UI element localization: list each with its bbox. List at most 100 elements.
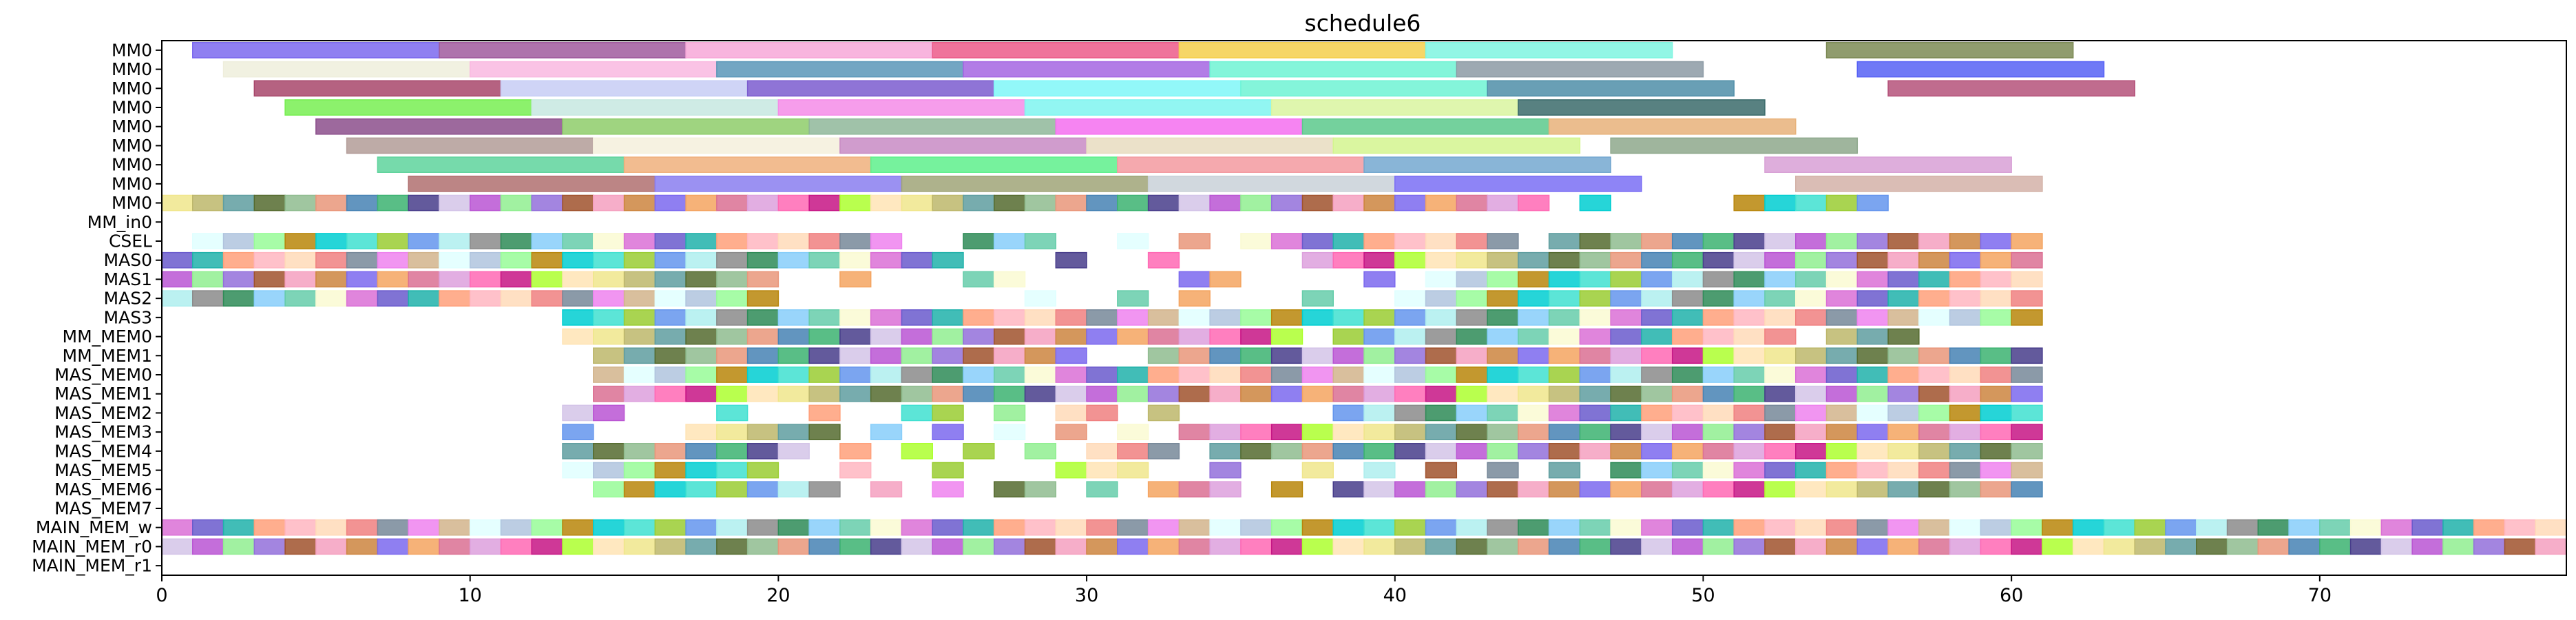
task-cell-row11-t32 bbox=[1147, 251, 1180, 269]
task-cell-row21-t40 bbox=[1394, 443, 1427, 459]
task-cell-row21-t32 bbox=[1147, 443, 1180, 459]
task-cell-row12-t50 bbox=[1702, 271, 1735, 288]
task-cell-row18-t29 bbox=[1055, 385, 1087, 402]
task-cell-row25-t14 bbox=[593, 519, 625, 536]
task-cell-row17-t57 bbox=[1918, 366, 1951, 383]
task-cell-row11-t16 bbox=[654, 251, 687, 269]
task-cell-row11-t39 bbox=[1363, 251, 1396, 269]
task-cell-row17-t48 bbox=[1641, 366, 1673, 383]
task-cell-row18-t25 bbox=[932, 385, 964, 402]
task-cell-row14-t40 bbox=[1394, 309, 1427, 326]
task-cell-row14-t35 bbox=[1240, 309, 1273, 326]
task-cell-row10-t2 bbox=[222, 233, 255, 249]
task-cell-row20-t37 bbox=[1301, 424, 1334, 440]
task-cell-row8-t51 bbox=[1733, 194, 1766, 211]
task-cell-row26-t0 bbox=[161, 538, 193, 555]
task-cell-row17-t28 bbox=[1024, 366, 1057, 383]
task-cell-row26-t8 bbox=[408, 538, 440, 555]
task-cell-row25-t73 bbox=[2411, 519, 2444, 536]
task-cell-row25-t26 bbox=[963, 519, 995, 536]
task-cell-row18-t47 bbox=[1610, 385, 1642, 402]
task-cell-row13-t28 bbox=[1024, 290, 1057, 307]
task-cell-row10-t36 bbox=[1270, 233, 1303, 249]
task-cell-row18-t48 bbox=[1641, 385, 1673, 402]
task-cell-row10-t55 bbox=[1856, 233, 1889, 249]
task-cell-row17-t37 bbox=[1301, 366, 1334, 383]
task-cell-row8-t33 bbox=[1178, 194, 1211, 211]
task-cell-row22-t16 bbox=[654, 462, 687, 479]
task-cell-row25-t68 bbox=[2257, 519, 2290, 536]
task-cell-row26-t46 bbox=[1579, 538, 1611, 555]
task-cell-row18-t17 bbox=[685, 385, 718, 402]
task-cell-row12-t47 bbox=[1610, 271, 1642, 288]
task-cell-row17-t42 bbox=[1456, 366, 1488, 383]
task-cell-row15-t56 bbox=[1887, 328, 1920, 345]
task-bar-row1-5 bbox=[1456, 61, 1704, 78]
task-cell-row25-t41 bbox=[1425, 519, 1458, 536]
task-cell-row14-t39 bbox=[1363, 309, 1396, 326]
task-cell-row22-t57 bbox=[1918, 462, 1951, 479]
task-bar-row2-4 bbox=[1240, 80, 1488, 97]
task-cell-row13-t50 bbox=[1702, 290, 1735, 307]
task-cell-row17-t31 bbox=[1117, 366, 1149, 383]
task-cell-row11-t43 bbox=[1487, 251, 1519, 269]
chart-marks bbox=[161, 42, 2567, 555]
task-cell-row16-t25 bbox=[932, 347, 964, 364]
task-cell-row13-t47 bbox=[1610, 290, 1642, 307]
task-cell-row26-t41 bbox=[1425, 538, 1458, 555]
task-bar-row1-1 bbox=[469, 61, 718, 78]
task-cell-row23-t54 bbox=[1825, 481, 1858, 498]
task-cell-row25-t47 bbox=[1610, 519, 1642, 536]
y-tick-label: MAS_MEM7 bbox=[54, 499, 152, 519]
task-cell-row15-t18 bbox=[716, 328, 748, 345]
task-cell-row26-t13 bbox=[562, 538, 594, 555]
task-cell-row19-t43 bbox=[1487, 404, 1519, 422]
task-cell-row22-t54 bbox=[1825, 462, 1858, 479]
y-tick-label: MM_MEM1 bbox=[63, 346, 152, 366]
task-cell-row23-t40 bbox=[1394, 481, 1427, 498]
task-bar-row4-5 bbox=[1548, 118, 1797, 135]
task-cell-row10-t6 bbox=[346, 233, 379, 249]
task-cell-row10-t18 bbox=[716, 233, 748, 249]
task-bar-row1-2 bbox=[716, 61, 964, 78]
task-cell-row23-t14 bbox=[593, 481, 625, 498]
task-cell-row23-t25 bbox=[932, 481, 964, 498]
task-cell-row14-t50 bbox=[1702, 309, 1735, 326]
task-cell-row11-t0 bbox=[161, 251, 193, 269]
task-cell-row26-t12 bbox=[531, 538, 563, 555]
task-cell-row19-t39 bbox=[1363, 404, 1396, 422]
task-cell-row20-t49 bbox=[1671, 424, 1704, 440]
task-cell-row25-t16 bbox=[654, 519, 687, 536]
task-cell-row17-t21 bbox=[808, 366, 841, 383]
y-tick-label: MM_MEM0 bbox=[63, 327, 152, 347]
task-cell-row17-t20 bbox=[777, 366, 810, 383]
task-cell-row26-t52 bbox=[1764, 538, 1797, 555]
task-cell-row20-t29 bbox=[1055, 424, 1087, 440]
task-cell-row17-t53 bbox=[1795, 366, 1828, 383]
task-cell-row12-t52 bbox=[1764, 271, 1797, 288]
task-cell-row12-t27 bbox=[994, 271, 1026, 288]
task-cell-row17-t58 bbox=[1949, 366, 1982, 383]
task-cell-row26-t9 bbox=[439, 538, 471, 555]
task-cell-row13-t51 bbox=[1733, 290, 1766, 307]
task-cell-row25-t13 bbox=[562, 519, 594, 536]
task-cell-row12-t53 bbox=[1795, 271, 1828, 288]
task-cell-row21-t52 bbox=[1764, 443, 1797, 459]
task-cell-row18-t14 bbox=[593, 385, 625, 402]
task-cell-row26-t48 bbox=[1641, 538, 1673, 555]
task-bar-row1-4 bbox=[1209, 61, 1458, 78]
task-cell-row25-t18 bbox=[716, 519, 748, 536]
task-cell-row14-t33 bbox=[1178, 309, 1211, 326]
task-bar-row0-0 bbox=[192, 42, 440, 59]
task-cell-row8-t24 bbox=[901, 194, 933, 211]
task-cell-row11-t12 bbox=[531, 251, 563, 269]
task-cell-row12-t4 bbox=[284, 271, 317, 288]
task-cell-row8-t6 bbox=[346, 194, 379, 211]
task-cell-row26-t31 bbox=[1117, 538, 1149, 555]
task-cell-row17-t39 bbox=[1363, 366, 1396, 383]
task-cell-row26-t20 bbox=[777, 538, 810, 555]
task-bar-row0-1 bbox=[439, 42, 687, 59]
task-cell-row8-t44 bbox=[1518, 194, 1550, 211]
